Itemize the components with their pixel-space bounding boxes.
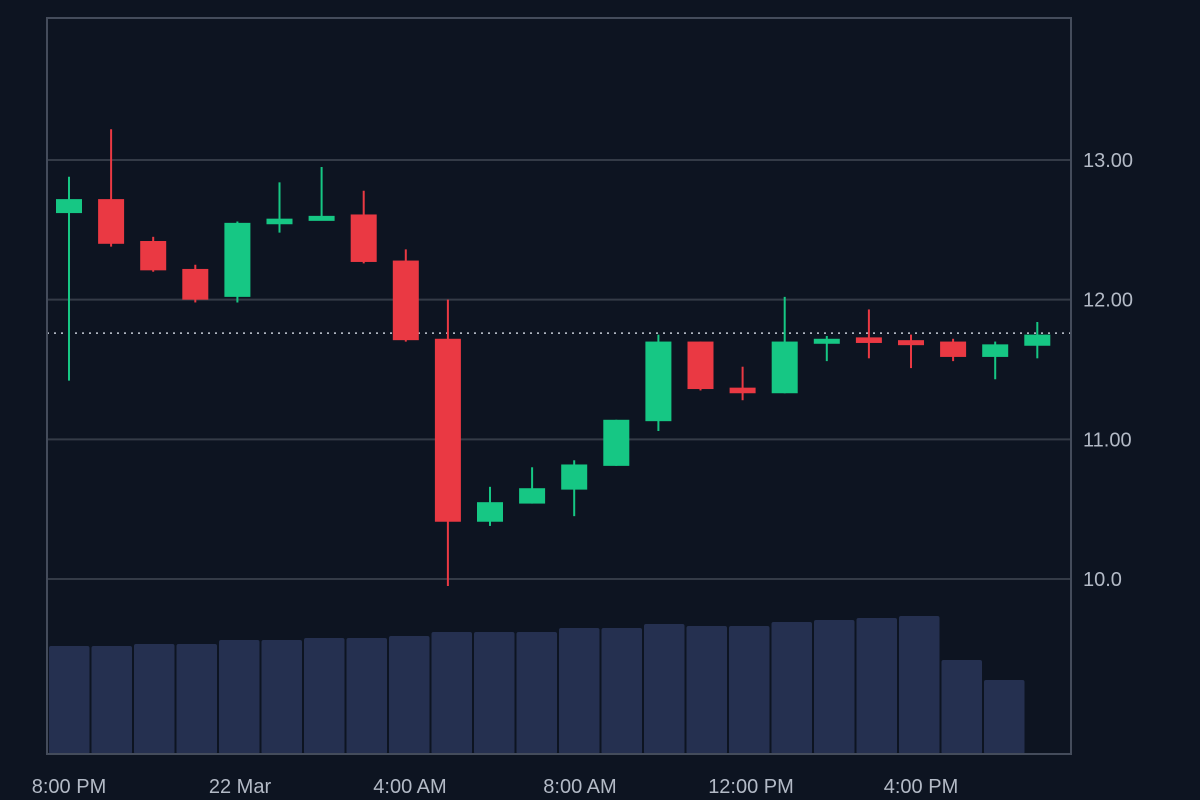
candle-body: [182, 268, 209, 300]
volume-bar: [856, 618, 897, 754]
candle-body: [477, 502, 503, 522]
candle-body: [266, 218, 293, 225]
volume-bar: [474, 632, 515, 754]
candle-body: [56, 199, 82, 214]
candle-body: [729, 387, 756, 394]
volume-bar: [219, 640, 260, 754]
candle-body: [771, 341, 798, 394]
candle-body: [813, 338, 840, 344]
x-tick-label: 8:00 AM: [543, 776, 616, 798]
candle-body: [434, 338, 461, 522]
plot-frame: [46, 17, 1072, 755]
volume-bar: [771, 622, 812, 754]
volume-bar: [431, 632, 472, 754]
x-tick-label: 22 Mar: [209, 776, 272, 798]
volume-bar: [516, 632, 557, 754]
volume-bar: [49, 646, 90, 754]
candle-body: [392, 260, 419, 341]
volume-bar: [984, 680, 1025, 754]
volume-bar: [686, 626, 727, 754]
x-tick-label: 12:00 PM: [708, 776, 794, 798]
volume-bar: [134, 644, 175, 754]
candle-body: [308, 215, 335, 221]
volume-bar: [559, 628, 600, 754]
candle-body: [98, 199, 125, 244]
candle-body: [687, 341, 714, 390]
x-tick-label: 4:00 PM: [884, 776, 958, 798]
y-tick-label: 12.00: [1083, 290, 1133, 312]
volume-bar: [304, 638, 345, 754]
y-tick-label: 11.00: [1083, 429, 1132, 451]
volume-bar: [729, 626, 770, 754]
volume-bar: [261, 640, 302, 754]
candle-body: [855, 337, 882, 343]
volume-bar: [814, 620, 855, 754]
volume-bar: [941, 660, 982, 754]
x-tick-label: 4:00 AM: [373, 776, 446, 798]
candle-body: [603, 419, 630, 466]
volume-bar: [389, 636, 430, 754]
candle-body: [140, 241, 167, 271]
y-tick-label: 10.0: [1083, 569, 1122, 591]
candle-body: [561, 464, 588, 490]
candle-body: [1024, 334, 1051, 346]
volume-bar: [601, 628, 642, 754]
candle-body: [940, 341, 967, 357]
volume-bar: [91, 646, 132, 754]
volume-bar: [644, 624, 685, 754]
candle-body: [350, 214, 377, 262]
candle-body: [982, 344, 1009, 357]
y-tick-label: 13.00: [1083, 150, 1133, 172]
x-tick-label: 8:00 PM: [32, 776, 106, 798]
candle-body: [224, 222, 251, 297]
candle-body: [519, 488, 546, 504]
volume-bar: [176, 644, 217, 754]
candle-body: [898, 340, 924, 346]
volume-bar: [899, 616, 940, 754]
candle-body: [645, 341, 672, 422]
volume-bar: [346, 638, 387, 754]
